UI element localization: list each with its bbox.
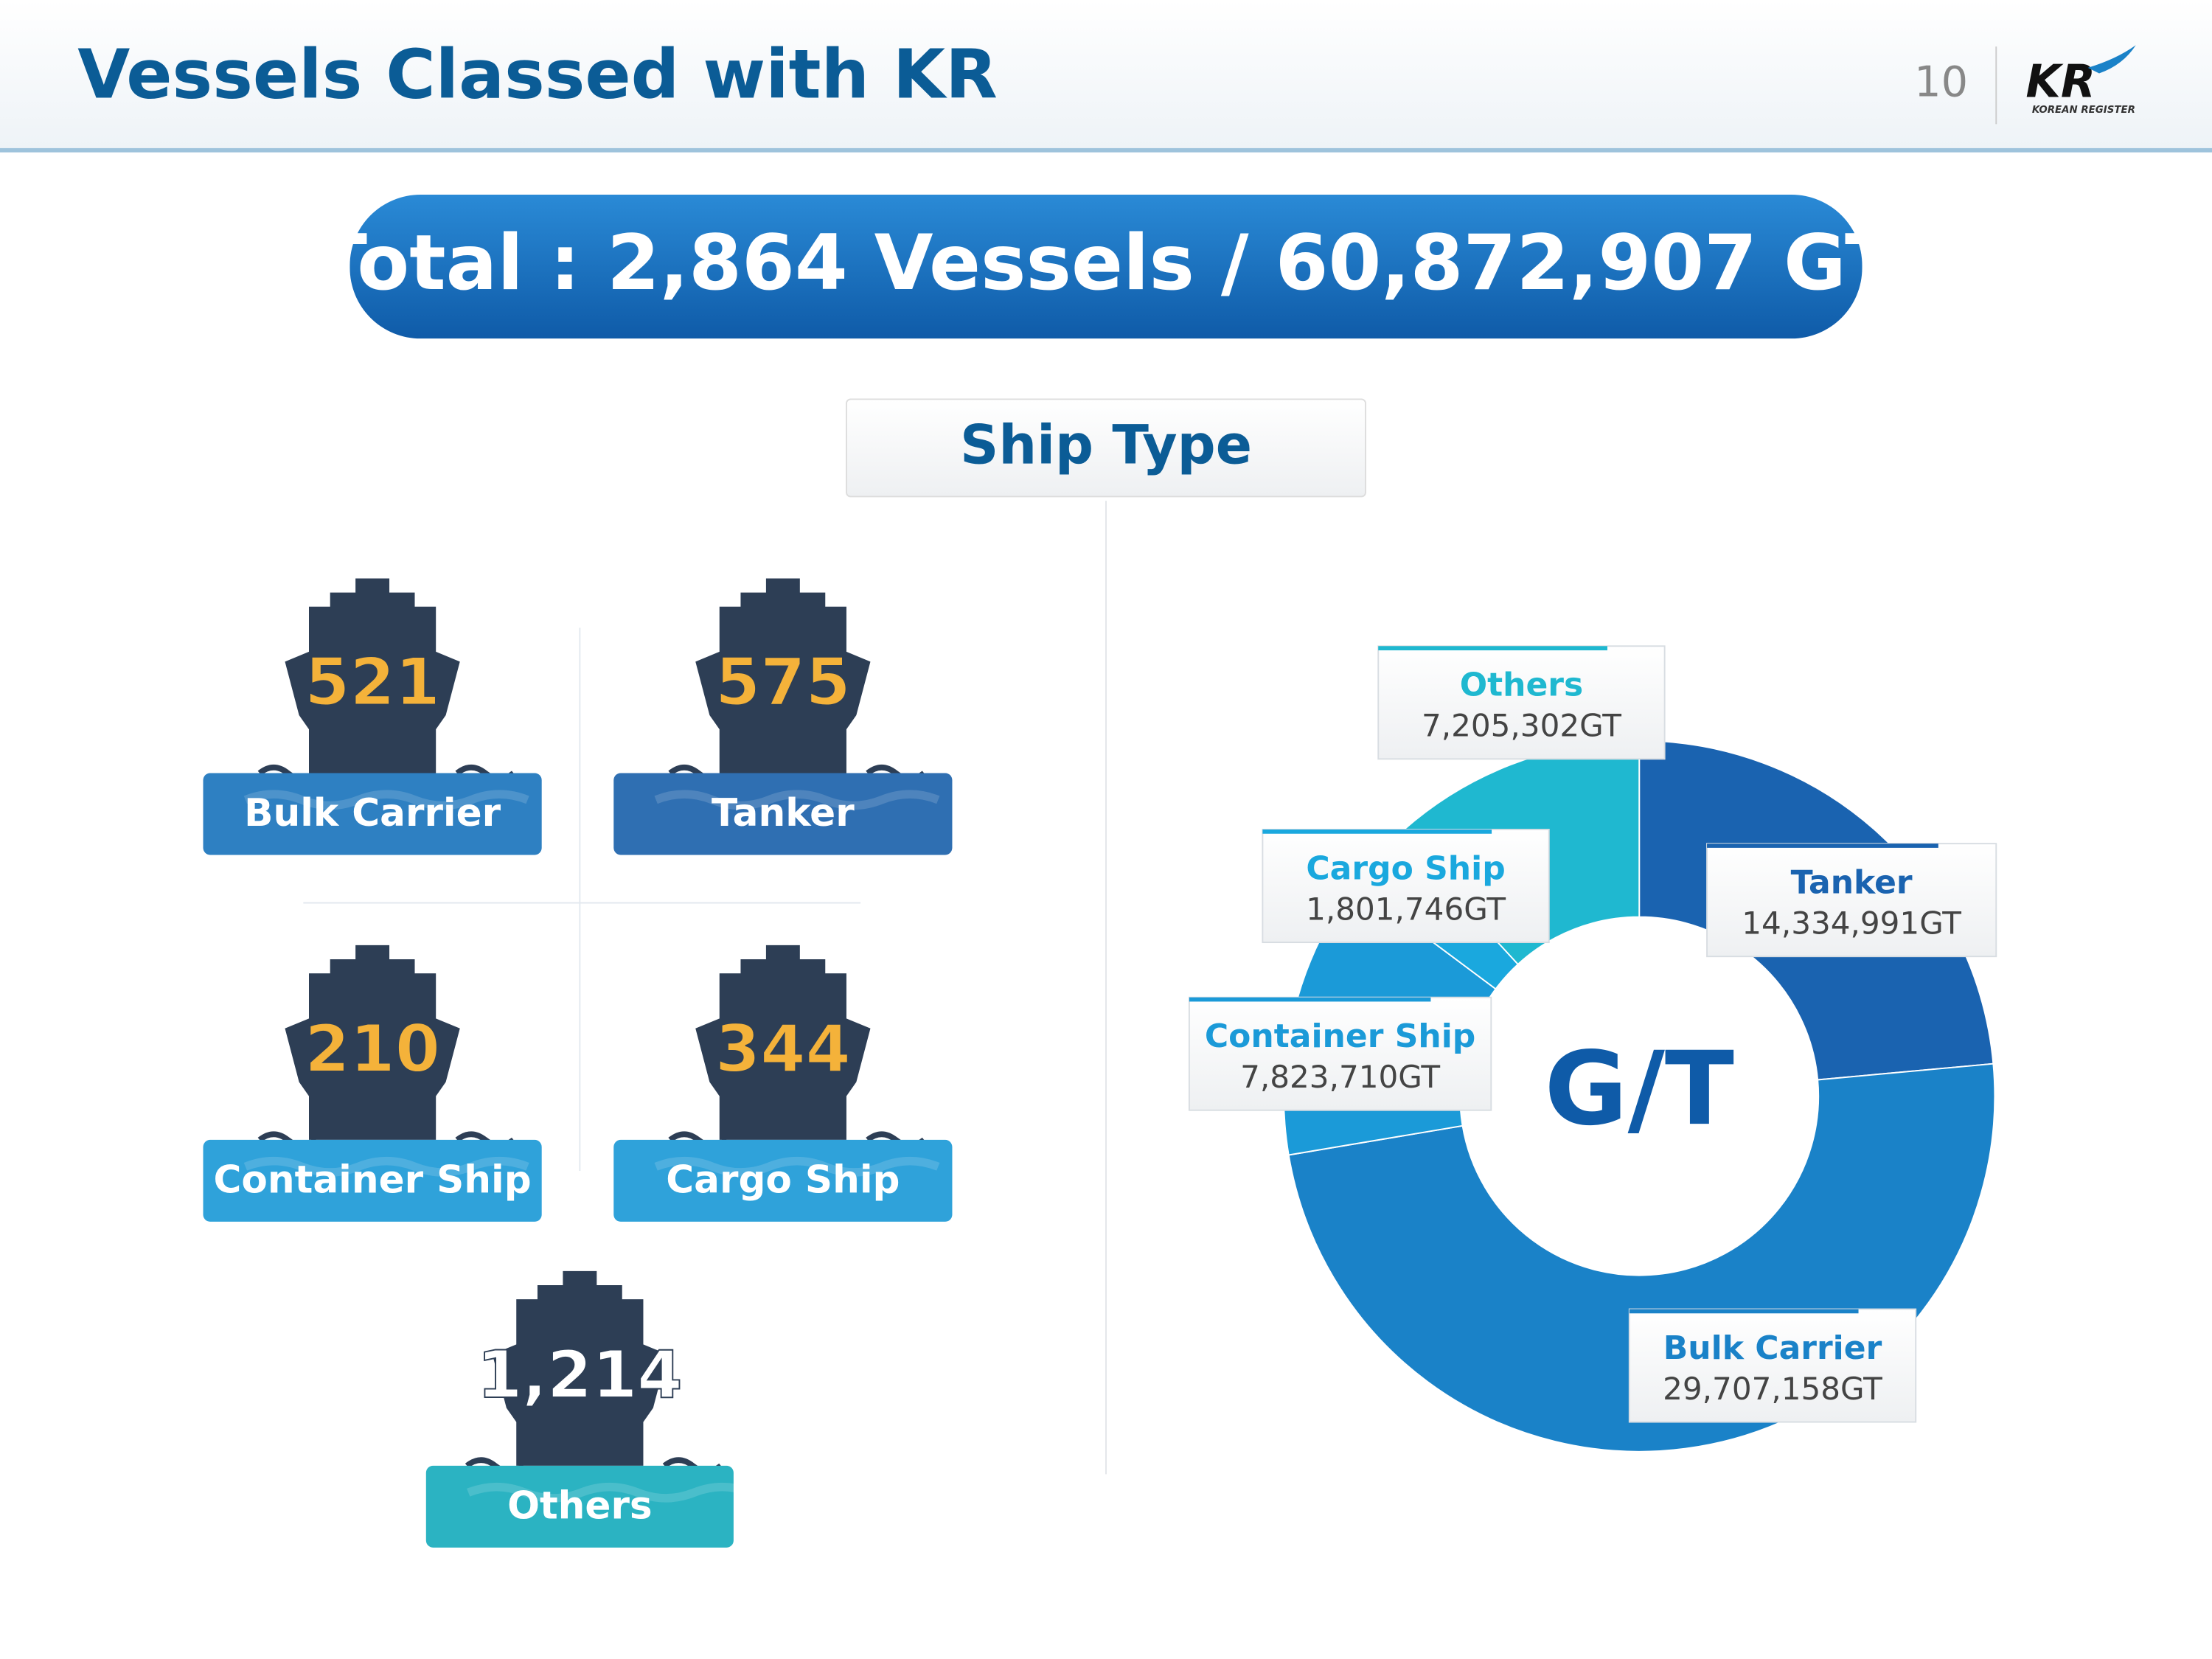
vessel-card: 344 Cargo Ship (613, 945, 953, 1222)
vessel-card: 210 Container Ship (203, 945, 542, 1222)
section-title: Ship Type (960, 414, 1252, 476)
slice-name: Tanker (1791, 864, 1913, 902)
vessel-type: Tanker (712, 791, 855, 835)
donut-hole (1460, 917, 1819, 1276)
section-box (846, 398, 1366, 498)
ship-icon (492, 1270, 667, 1466)
ship-icon (695, 945, 871, 1140)
slice-name: Others (1460, 667, 1583, 704)
slice-name: Cargo Ship (1306, 849, 1505, 887)
vessel-type: Cargo Ship (666, 1158, 900, 1202)
vessel-type: Bulk Carrier (244, 791, 501, 835)
slice-value: 29,707,158GT (1663, 1371, 1882, 1407)
vessel-count: 1,214 (477, 1337, 682, 1413)
ship-icon (285, 945, 460, 1140)
slice-value: 7,823,710GT (1240, 1059, 1440, 1095)
logo: KR (2025, 55, 2096, 108)
card-label-box (203, 1139, 542, 1222)
card-label-box (425, 1465, 734, 1548)
vessel-count: 344 (715, 1011, 851, 1087)
vessel-count: 521 (305, 644, 440, 720)
label-box (1377, 645, 1666, 760)
slice-value: 14,334,991GT (1742, 905, 1961, 942)
wave (243, 790, 529, 810)
logo-swoosh (2087, 45, 2136, 74)
total-banner (349, 195, 1863, 339)
vessel-card: 575 Tanker (613, 578, 953, 855)
slice-value: 7,205,302GT (1422, 708, 1621, 744)
slice-name: Container Ship (1205, 1018, 1475, 1055)
wave (654, 1156, 940, 1177)
ship-icon (285, 578, 460, 773)
label-box-accent (1629, 1309, 1859, 1314)
vessel-card: 1,214 Others (425, 1270, 752, 1548)
label-box (1628, 1308, 1917, 1423)
vessel-type: Container Ship (213, 1158, 531, 1202)
label-box-accent (1262, 830, 1492, 834)
total-text: Total : 2,864 Vessels / 60,872,907 GT (316, 219, 1897, 307)
ship-icon (695, 578, 871, 773)
center-label: G/T (1545, 1030, 1734, 1148)
page-number: 10 (1914, 57, 1968, 106)
slice-value: 1,801,746GT (1306, 891, 1506, 927)
wave (243, 1156, 529, 1177)
label-box-accent (1707, 844, 1938, 848)
card-label-box (613, 773, 953, 855)
label-box-accent (1378, 646, 1607, 651)
card-label-box (613, 1139, 953, 1222)
logo-subtitle: KOREAN REGISTER (2032, 105, 2135, 116)
wave (654, 790, 940, 810)
label-box-accent (1189, 997, 1431, 1002)
slice-name: Bulk Carrier (1663, 1329, 1882, 1367)
header-bar (0, 0, 2212, 148)
label-box (1706, 843, 1997, 958)
label-box (1262, 829, 1550, 944)
wave (467, 1482, 752, 1503)
card-label-box (203, 773, 542, 855)
header-line (0, 147, 2212, 153)
page-title: Vessels Classed with KR (77, 35, 998, 114)
vessel-count: 575 (715, 644, 851, 720)
vessel-card: 521 Bulk Carrier (203, 578, 542, 855)
vessel-count: 210 (305, 1011, 440, 1087)
label-box (1188, 996, 1492, 1111)
vessel-type: Others (507, 1484, 653, 1528)
